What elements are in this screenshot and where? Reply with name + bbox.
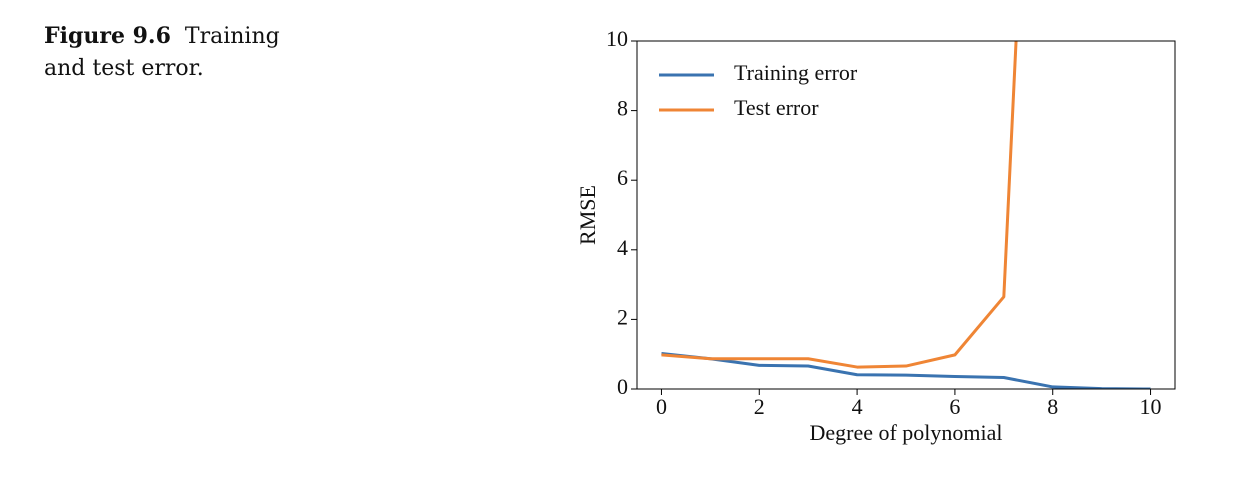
y-tick-label: 8 [617, 96, 628, 121]
x-tick-label: 4 [852, 394, 863, 419]
legend-label: Test error [734, 95, 819, 120]
x-tick-label: 2 [754, 394, 765, 419]
y-tick-label: 0 [617, 374, 628, 399]
x-tick-label: 0 [656, 394, 667, 419]
y-tick-label: 6 [617, 165, 628, 190]
y-tick-label: 10 [606, 26, 628, 51]
frame [636, 40, 1176, 390]
caption: Figure 9.6 Training and test error. [44, 20, 304, 85]
y-tick-label: 2 [617, 304, 628, 329]
caption-text: Training and test error. [44, 24, 280, 81]
y-tick-label: 4 [617, 235, 628, 260]
y-axis-label: RMSE [575, 185, 600, 245]
x-tick-label: 6 [949, 394, 960, 419]
line-series [661, 41, 1018, 369]
x-tick-label: 8 [1047, 394, 1058, 419]
plot-area [661, 41, 1151, 389]
line-series [661, 352, 1151, 389]
legend-label: Training error [734, 60, 858, 85]
x-axis-label: Degree of polynomial [809, 420, 1002, 445]
x-tick-label: 10 [1140, 394, 1162, 419]
caption-label: Figure 9.6 [44, 23, 171, 49]
